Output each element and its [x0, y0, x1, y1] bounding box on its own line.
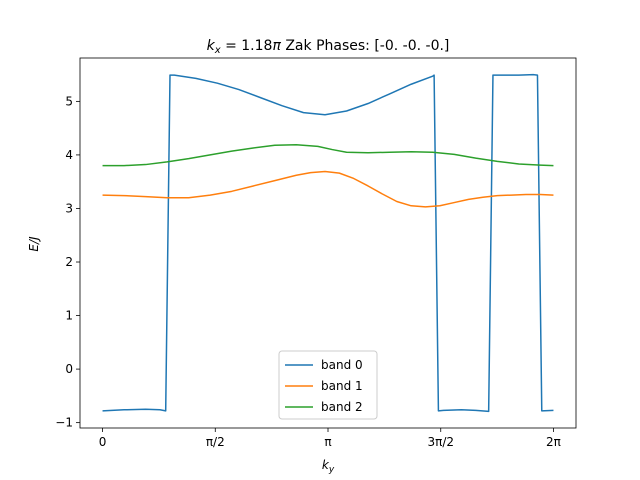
y-tick-label: −1 — [55, 416, 73, 430]
title-suffix: Zak Phases: [-0. -0. -0.] — [281, 38, 450, 54]
title-mid: = 1.18 — [221, 38, 273, 54]
y-axis-label: E/J — [27, 236, 41, 252]
title-sub: x — [214, 45, 221, 56]
legend-label-band-1: band 1 — [321, 379, 363, 393]
x-tick-label: π — [324, 435, 331, 449]
series-line-band-0 — [102, 73, 554, 413]
y-tick-label: 3 — [65, 201, 73, 215]
x-tick-label: 0 — [99, 435, 107, 449]
xlabel-k: k — [322, 458, 330, 472]
legend-label-band-2: band 2 — [321, 400, 363, 414]
x-tick-label: 2π — [546, 435, 561, 449]
chart-title: kx = 1.18π Zak Phases: [-0. -0. -0.] — [207, 38, 450, 56]
x-tick-label: π/2 — [206, 435, 225, 449]
legend: band 0 band 1 band 2 — [278, 350, 378, 420]
legend-box — [278, 350, 378, 420]
plot-area: 0 π/2 π 3π/2 2π −1 0 1 2 3 4 5 — [55, 57, 577, 449]
y-tick-label: 4 — [65, 148, 73, 162]
x-tick-label: 3π/2 — [427, 435, 454, 449]
legend-label-band-0: band 0 — [321, 358, 363, 372]
y-tick-label: 2 — [65, 255, 73, 269]
y-tick-label: 0 — [65, 362, 73, 376]
series-line-band-1 — [102, 170, 554, 208]
xlabel-sub: y — [328, 465, 335, 475]
title-pi: π — [272, 38, 281, 54]
series-line-band-2 — [102, 143, 554, 167]
title-k: k — [207, 38, 216, 54]
y-tick-label: 5 — [65, 94, 73, 108]
x-axis-label: ky — [322, 458, 335, 475]
y-tick-label: 1 — [65, 309, 73, 323]
